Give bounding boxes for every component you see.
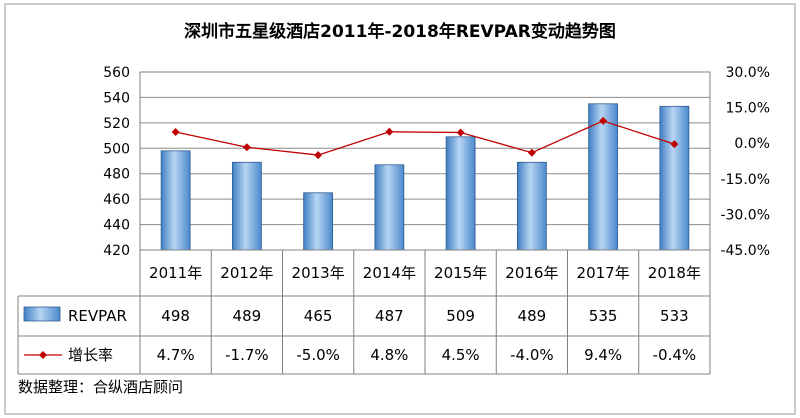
bar-2013年 — [303, 192, 334, 251]
y-right-tick-label: 15.0% — [726, 101, 770, 117]
data-table: 2011年 2012年 2013年 2014年 2015年 2016年 2017年 2018年… — [17, 249, 711, 375]
bar-2012年 — [231, 161, 262, 251]
revpar-value: 509 — [446, 307, 475, 325]
y-left-tick-label: 560 — [103, 65, 130, 81]
growth-line — [175, 120, 675, 156]
y-right-tick-label: 0.0% — [734, 136, 770, 152]
x-tick-label: 2011年 — [149, 264, 202, 282]
growth-value: -1.7% — [225, 346, 269, 364]
growth-point-2011年 — [171, 128, 180, 137]
growth-point-2016年 — [527, 148, 536, 157]
x-tick-label: 2013年 — [292, 264, 345, 282]
y-left-tick-label: 420 — [103, 243, 130, 259]
growth-point-2014年 — [385, 127, 394, 136]
y-right-tick-label: 30.0% — [726, 65, 770, 81]
bar-2017年 — [588, 103, 619, 251]
growth-value: 4.5% — [442, 346, 480, 364]
y-left-tick-label: 520 — [103, 116, 130, 132]
x-tick-label: 2016年 — [505, 264, 558, 282]
revpar-value: 465 — [304, 307, 333, 325]
revpar-value: 533 — [660, 307, 689, 325]
source-note: 数据整理：合纵酒店顾问 — [18, 378, 184, 396]
growth-value: -0.4% — [653, 346, 697, 364]
growth-point-2012年 — [242, 143, 251, 152]
growth-point-2013年 — [314, 151, 323, 160]
legend-key-revpar — [23, 306, 61, 322]
growth-value: 9.4% — [584, 346, 622, 364]
x-tick-label: 2012年 — [220, 264, 273, 282]
legend-label-revpar: REVPAR — [68, 307, 127, 325]
revpar-value: 489 — [233, 307, 262, 325]
revpar-value: 489 — [518, 307, 547, 325]
growth-value: -4.0% — [510, 346, 554, 364]
growth-value: -5.0% — [296, 346, 340, 364]
revpar-value: 487 — [375, 307, 404, 325]
x-tick-label: 2015年 — [434, 264, 487, 282]
plot-area: 560 540 520 500 480 460 440 420 30.0% 15.0% 0.0% -1… — [103, 65, 770, 259]
legend-key-growth-marker — [39, 351, 47, 359]
revpar-value: 498 — [161, 307, 190, 325]
y-left-tick-label: 460 — [103, 192, 130, 208]
y-left-tick-label: 440 — [103, 218, 130, 234]
y-left-tick-label: 500 — [103, 141, 130, 157]
growth-value: 4.8% — [370, 346, 408, 364]
y-left-tick-label: 540 — [103, 90, 130, 106]
x-tick-label: 2017年 — [577, 264, 630, 282]
growth-point-2018年 — [670, 140, 679, 149]
bar-2015年 — [445, 136, 476, 251]
x-tick-label: 2014年 — [363, 264, 416, 282]
chart-title: 深圳市五星级酒店2011年-2018年REVPAR变动趋势图 — [184, 21, 616, 42]
bar-2016年 — [516, 161, 547, 251]
y-right-tick-label: -30.0% — [720, 207, 770, 223]
x-tick-label: 2018年 — [648, 264, 701, 282]
y-left-tick-label: 480 — [103, 167, 130, 183]
legend-label-growth: 增长率 — [68, 346, 113, 364]
growth-value: 4.7% — [157, 346, 195, 364]
y-right-tick-label: -15.0% — [720, 172, 770, 188]
bar-2018年 — [659, 105, 690, 251]
growth-point-2017年 — [599, 116, 608, 125]
bar-2011年 — [160, 150, 191, 251]
y-right-tick-label: -45.0% — [720, 243, 770, 259]
bar-2014年 — [374, 164, 405, 251]
growth-point-2015年 — [456, 128, 465, 137]
revpar-value: 535 — [589, 307, 618, 325]
